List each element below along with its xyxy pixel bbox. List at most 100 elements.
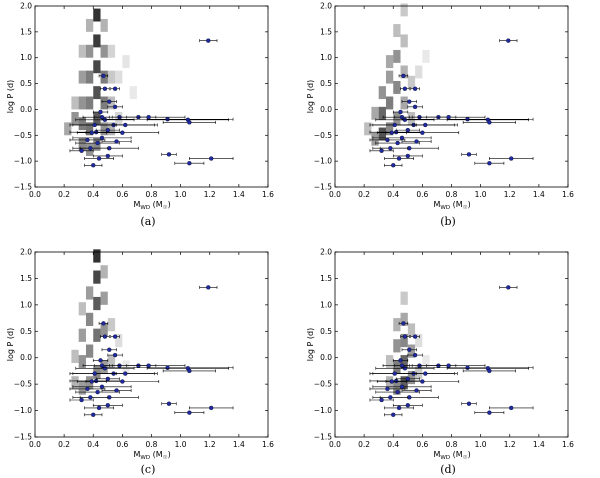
point-marker: [412, 86, 418, 91]
point-marker: [85, 137, 90, 143]
point-marker: [405, 403, 410, 408]
point-marker: [114, 139, 119, 144]
point-marker: [95, 140, 100, 146]
point-marker: [98, 358, 103, 363]
data-point: [199, 285, 218, 290]
data-point: [75, 389, 120, 395]
density-cell: [407, 112, 416, 125]
point-marker: [423, 371, 428, 376]
data-point: [100, 334, 110, 339]
density-cell: [400, 333, 408, 348]
data-point: [369, 148, 394, 153]
data-point: [75, 117, 135, 122]
density-cell: [115, 333, 123, 348]
point-marker: [509, 156, 514, 161]
data-point: [110, 334, 120, 339]
y-axis-label: log P (d): [306, 80, 315, 113]
panel-d: 0.0 0.2 0.4 0.6 0.8 1.0 1.2 1.4 1.6 −1.5 −1.0 −0.5 0…: [306, 248, 574, 477]
point-marker: [487, 161, 492, 166]
data-point: [400, 86, 410, 91]
point-marker: [405, 153, 410, 159]
x-tick-label: 1.4: [233, 190, 245, 199]
point-marker: [407, 99, 412, 104]
data-point: [499, 285, 518, 290]
data-point: [372, 371, 417, 376]
point-marker: [85, 386, 90, 392]
x-tick-label: 0.8: [146, 440, 158, 449]
density-cell: [85, 18, 94, 32]
point-marker: [187, 368, 192, 374]
x-tick-label: 0.6: [416, 190, 428, 199]
data-point: [384, 163, 403, 168]
point-marker: [187, 161, 192, 166]
data-point: [462, 120, 516, 125]
data-point: [69, 397, 94, 403]
point-marker: [466, 401, 472, 406]
data-point: [392, 109, 409, 115]
data-point: [410, 86, 420, 91]
density-cell: [85, 44, 94, 58]
data-point: [462, 368, 516, 374]
density-cell: [85, 96, 94, 110]
point-marker: [398, 358, 403, 363]
data-point: [392, 358, 409, 363]
panel-caption: (b): [440, 215, 456, 228]
density-cell: [122, 360, 130, 374]
data-point: [369, 137, 406, 143]
y-tick-label: 2.0: [20, 2, 32, 11]
data-point: [72, 122, 117, 128]
density-cell: [393, 24, 401, 38]
density-cell: [78, 328, 86, 342]
point-marker: [392, 122, 397, 128]
point-marker: [107, 99, 112, 104]
density-cell: [400, 291, 408, 305]
point-marker: [102, 117, 108, 122]
x-tick-label: 0.6: [416, 440, 428, 449]
data-point: [84, 156, 114, 161]
x-tick-label: 1.0: [175, 190, 187, 199]
x-tick-label: 0.2: [58, 190, 70, 199]
density-cell: [93, 296, 101, 311]
y-tick-label: 2.0: [320, 248, 332, 257]
point-marker: [166, 401, 172, 406]
point-marker: [102, 366, 108, 371]
data-point: [461, 152, 477, 157]
point-marker: [399, 135, 405, 141]
x-tick-label: 1.0: [475, 440, 487, 449]
density-cell: [85, 122, 94, 136]
data-point: [410, 334, 420, 339]
data-point: [98, 73, 109, 78]
point-marker: [96, 156, 102, 161]
data-point: [384, 156, 414, 161]
density-cell: [385, 70, 394, 84]
data-point: [375, 366, 435, 371]
point-marker: [389, 379, 394, 384]
density-cell: [93, 86, 101, 100]
point-marker: [395, 140, 400, 146]
density-cell: [385, 376, 394, 390]
data-point: [461, 401, 477, 406]
density-cell: [85, 70, 94, 84]
density-cell: [100, 265, 108, 279]
data-point: [174, 410, 205, 415]
point-marker: [187, 410, 192, 415]
x-axis-label: MWD (M☉): [134, 200, 171, 211]
point-marker: [509, 405, 514, 411]
point-marker: [99, 384, 105, 389]
density-cell: [393, 381, 401, 395]
data-point: [474, 161, 505, 166]
x-tick-label: 0.2: [358, 440, 370, 449]
y-tick-label: 0.5: [20, 327, 32, 336]
point-marker: [487, 368, 492, 374]
density-cell: [385, 96, 394, 110]
density-cell: [107, 44, 116, 58]
x-tick-label: 1.4: [533, 190, 545, 199]
density-cell: [78, 137, 86, 151]
data-point: [69, 148, 94, 153]
data-point: [401, 117, 534, 122]
x-tick-label: 1.0: [475, 190, 487, 199]
point-marker: [165, 365, 170, 370]
x-tick-label: 0.8: [146, 190, 158, 199]
point-marker: [396, 156, 402, 161]
data-point: [401, 99, 417, 104]
